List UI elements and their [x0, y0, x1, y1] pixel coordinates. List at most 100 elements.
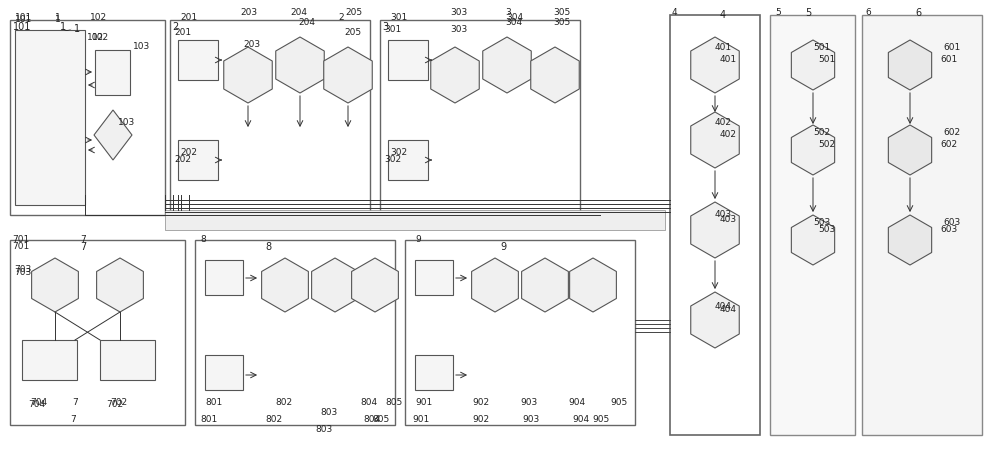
- Text: 704: 704: [30, 398, 47, 407]
- Text: 302: 302: [384, 155, 401, 164]
- Text: 103: 103: [133, 42, 150, 51]
- Bar: [170, 20, 370, 215]
- Bar: [388, 40, 428, 80]
- Text: 7: 7: [70, 415, 76, 424]
- Bar: [388, 140, 428, 180]
- Text: 5: 5: [805, 8, 811, 18]
- Bar: [205, 260, 243, 295]
- Text: 703: 703: [14, 268, 31, 277]
- Polygon shape: [522, 258, 568, 312]
- Text: 2: 2: [172, 22, 178, 32]
- Bar: [205, 355, 243, 390]
- Text: 802: 802: [265, 415, 282, 424]
- Text: 204: 204: [298, 18, 315, 27]
- Text: 904: 904: [572, 415, 589, 424]
- Polygon shape: [531, 47, 579, 103]
- Text: 603: 603: [940, 225, 957, 234]
- Text: 9: 9: [415, 235, 421, 244]
- Text: 602: 602: [943, 128, 960, 137]
- Bar: [178, 140, 218, 180]
- Text: 403: 403: [715, 210, 732, 219]
- Text: 602: 602: [940, 140, 957, 149]
- Polygon shape: [312, 258, 358, 312]
- Text: 503: 503: [818, 225, 835, 234]
- Text: 804: 804: [363, 415, 380, 424]
- Text: 502: 502: [818, 140, 835, 149]
- Polygon shape: [483, 37, 531, 93]
- Text: 3: 3: [382, 22, 388, 32]
- Text: 301: 301: [384, 25, 401, 34]
- Text: 402: 402: [715, 118, 732, 127]
- Text: 4: 4: [672, 8, 678, 17]
- Text: 304: 304: [505, 18, 522, 27]
- Text: 401: 401: [720, 55, 737, 64]
- Text: 1: 1: [55, 13, 61, 22]
- Bar: [165, 210, 665, 230]
- Text: 1: 1: [55, 15, 61, 24]
- Polygon shape: [97, 258, 143, 312]
- Polygon shape: [791, 40, 835, 90]
- Bar: [770, 15, 855, 435]
- Text: 6: 6: [865, 8, 871, 17]
- Text: 502: 502: [813, 128, 830, 137]
- Bar: [95, 50, 130, 95]
- Text: 803: 803: [320, 408, 337, 417]
- Polygon shape: [888, 215, 932, 265]
- Polygon shape: [94, 110, 132, 160]
- Bar: [195, 240, 395, 425]
- Text: 903: 903: [520, 398, 537, 407]
- Text: 905: 905: [592, 415, 609, 424]
- Text: 202: 202: [180, 148, 197, 157]
- Text: 101: 101: [15, 15, 32, 24]
- Text: 8: 8: [200, 235, 206, 244]
- Text: 101: 101: [13, 22, 31, 32]
- Text: 205: 205: [344, 28, 361, 37]
- Text: 501: 501: [818, 55, 835, 64]
- Text: 102: 102: [90, 13, 107, 22]
- Text: 8: 8: [265, 242, 271, 252]
- Text: 404: 404: [720, 305, 737, 314]
- Polygon shape: [791, 215, 835, 265]
- Text: 901: 901: [412, 415, 429, 424]
- Text: 5: 5: [775, 8, 781, 17]
- Text: 103: 103: [118, 118, 135, 127]
- Text: 801: 801: [205, 398, 222, 407]
- Polygon shape: [32, 258, 78, 312]
- Text: 6: 6: [915, 8, 921, 18]
- Text: 305: 305: [553, 8, 570, 17]
- Polygon shape: [276, 37, 324, 93]
- Bar: [380, 20, 580, 215]
- Text: 902: 902: [472, 415, 489, 424]
- Text: 203: 203: [240, 8, 257, 17]
- Text: 301: 301: [390, 13, 407, 22]
- Text: 802: 802: [275, 398, 292, 407]
- Text: 102: 102: [92, 33, 109, 42]
- Polygon shape: [791, 125, 835, 175]
- Text: 905: 905: [610, 398, 627, 407]
- Text: 501: 501: [813, 43, 830, 52]
- Bar: [862, 15, 982, 435]
- Text: 904: 904: [568, 398, 585, 407]
- Text: 3: 3: [505, 8, 511, 17]
- Text: 303: 303: [450, 25, 467, 34]
- Text: 2: 2: [338, 13, 344, 22]
- Text: 202: 202: [174, 155, 191, 164]
- Text: 804: 804: [360, 398, 377, 407]
- Text: 601: 601: [940, 55, 957, 64]
- Polygon shape: [262, 258, 308, 312]
- Text: 101: 101: [15, 13, 32, 22]
- Text: 203: 203: [243, 40, 260, 49]
- Text: 903: 903: [522, 415, 539, 424]
- Bar: [100, 340, 155, 380]
- Text: 9: 9: [500, 242, 506, 252]
- Text: $\smile$1: $\smile$1: [60, 22, 81, 34]
- Text: 304: 304: [506, 13, 523, 22]
- Polygon shape: [570, 258, 616, 312]
- Polygon shape: [888, 125, 932, 175]
- Polygon shape: [691, 292, 739, 348]
- Polygon shape: [224, 47, 272, 103]
- Text: 102: 102: [87, 33, 104, 42]
- Text: 404: 404: [715, 302, 732, 311]
- Polygon shape: [324, 47, 372, 103]
- Text: 401: 401: [715, 43, 732, 52]
